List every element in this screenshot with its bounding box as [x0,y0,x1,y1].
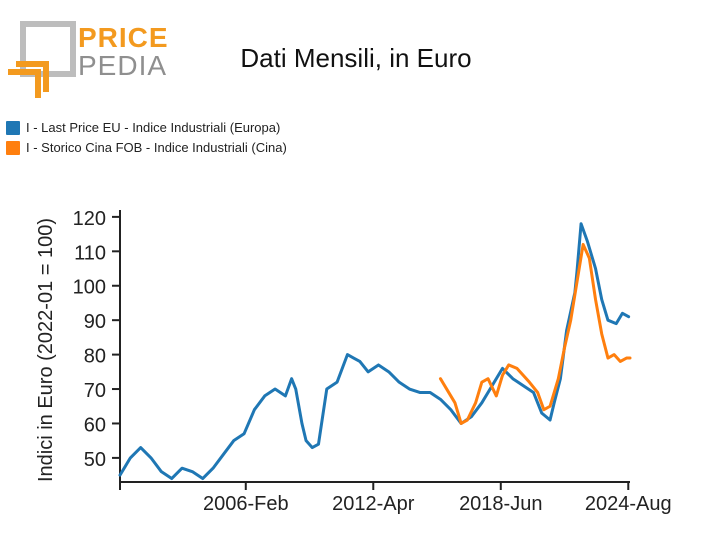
y-axis-title: Indici in Euro (2022-01 = 100) [35,218,57,482]
y-tick-label: 50 [84,449,106,471]
logo-line-1: PRICE [78,22,169,53]
legend-item-europa[interactable]: I - Last Price EU - Indice Industriali (… [6,118,287,138]
y-tick-label: 80 [84,346,106,368]
y-tick-label: 110 [74,242,106,264]
x-tick-label: 2018-Jun [459,493,542,515]
logo-line-2: PEDIA [78,50,168,81]
y-tick-label: 100 [73,277,106,299]
legend-swatch-cina [6,141,20,155]
legend-label-europa: I - Last Price EU - Indice Industriali (… [26,120,281,135]
y-tick-label: 60 [84,414,106,436]
x-tick-label: 2006-Feb [203,493,289,515]
chart-series-layer [118,222,632,481]
legend-swatch-europa [6,121,20,135]
y-tick-label: 120 [73,208,106,230]
chart-axes [112,210,630,490]
logo-mark-icon [8,21,76,98]
x-tick-label: 2024-Aug [585,493,672,515]
x-tick-label: 2012-Apr [332,493,415,515]
y-tick-label: 70 [84,380,106,402]
legend-label-cina: I - Storico Cina FOB - Indice Industrial… [26,140,287,155]
page-title: Dati Mensili, in Euro [240,43,472,73]
chart-labels: 50 60 70 80 90 100 110 120 2006-Feb 2012-Apr 2018-… [35,208,672,515]
chart-legend: I - Last Price EU - Indice Industriali (… [6,118,287,158]
pricepedia-logo: PRICE PEDIA [8,20,168,98]
series-line-europa[interactable] [118,222,631,481]
series-line-cina[interactable] [438,242,632,425]
y-tick-label: 90 [84,311,106,333]
logo-orange-bars [8,61,49,98]
legend-item-cina[interactable]: I - Storico Cina FOB - Indice Industrial… [6,138,287,158]
